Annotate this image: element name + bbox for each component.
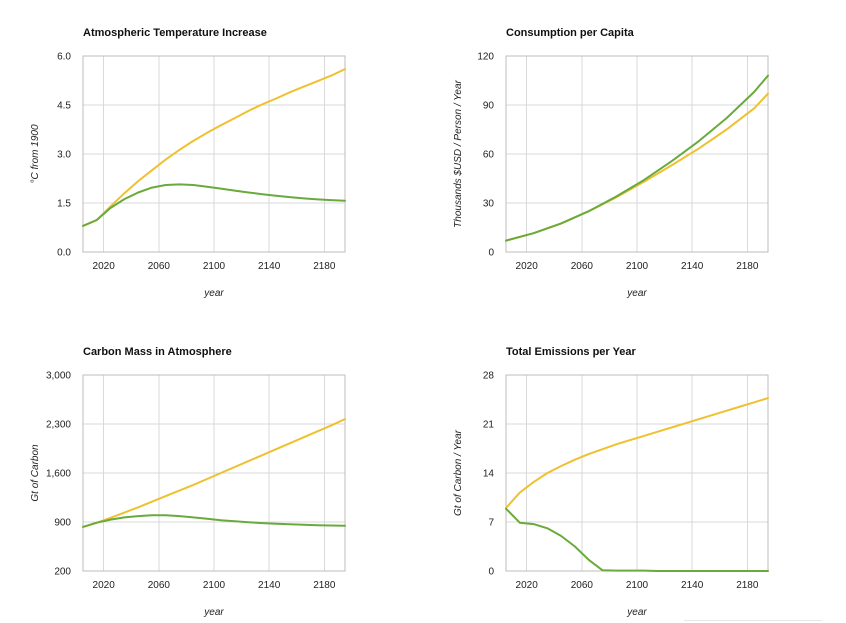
series-line-yellow <box>505 397 769 509</box>
x-tick-label: 2140 <box>681 261 704 272</box>
chart-svg: Carbon Mass in Atmosphere 2020 2060 2100 214… <box>30 346 346 618</box>
x-tick-label: 2140 <box>681 580 704 591</box>
y-tick-label: 200 <box>54 567 71 578</box>
x-tick-label: 2140 <box>258 580 281 591</box>
x-tick-label: 2100 <box>626 261 649 272</box>
x-axis-label: year <box>203 288 224 299</box>
x-tick-label: 2060 <box>148 580 171 591</box>
chart-carbon-mass: Carbon Mass in Atmosphere 2020 2060 2100 214… <box>0 312 423 623</box>
y-tick-label: 30 <box>483 199 495 210</box>
x-tick-label: 2020 <box>516 261 539 272</box>
y-tick-label: 1.5 <box>57 199 71 210</box>
y-tick-label: 0 <box>488 248 494 259</box>
y-tick-label: 21 <box>483 420 495 431</box>
x-tick-label: 2180 <box>736 261 759 272</box>
x-tick-label: 2180 <box>313 580 336 591</box>
x-tick-label: 2020 <box>93 261 116 272</box>
series-line-green <box>82 183 346 227</box>
x-tick-label: 2140 <box>258 261 281 272</box>
y-tick-label: 0 <box>488 567 494 578</box>
chart-svg: Atmospheric Temperature Increase 2020 2060… <box>30 27 346 299</box>
y-tick-label: 90 <box>483 101 495 112</box>
y-axis-label: Gt of Carbon / Year <box>453 429 464 516</box>
chart-title: Consumption per Capita <box>506 27 635 39</box>
chart-title: Atmospheric Temperature Increase <box>83 27 267 39</box>
series-line-green <box>505 74 769 242</box>
x-axis-label: year <box>203 607 224 618</box>
y-axis-label: °C from 1900 <box>30 124 41 183</box>
x-tick-label: 2180 <box>736 580 759 591</box>
chart-title: Carbon Mass in Atmosphere <box>83 346 232 358</box>
series-line-green <box>505 507 769 572</box>
y-axis-label: Thousands $USD / Person / Year <box>453 79 464 227</box>
x-tick-label: 2060 <box>148 261 171 272</box>
chart-title: Total Emissions per Year <box>506 346 637 358</box>
y-tick-label: 4.5 <box>57 101 71 112</box>
y-tick-label: 2,300 <box>46 420 71 431</box>
x-tick-label: 2060 <box>571 580 594 591</box>
y-tick-label: 3.0 <box>57 150 71 161</box>
plot-frame <box>505 55 769 253</box>
series-line-yellow <box>82 68 346 227</box>
y-tick-label: 60 <box>483 150 495 161</box>
x-tick-label: 2020 <box>93 580 116 591</box>
plot-frame <box>82 55 346 253</box>
y-tick-label: 3,000 <box>46 371 71 382</box>
x-tick-label: 2100 <box>203 261 226 272</box>
y-tick-label: 1,600 <box>46 469 71 480</box>
x-tick-label: 2180 <box>313 261 336 272</box>
chart-svg: Consumption per Capita 2020 2060 2100 2140 21… <box>453 27 769 299</box>
x-tick-label: 2020 <box>516 580 539 591</box>
x-tick-label: 2060 <box>571 261 594 272</box>
x-axis-label: year <box>626 288 647 299</box>
y-axis-label: Gt of Carbon <box>30 444 41 502</box>
chart-svg: Total Emissions per Year 2020 2060 2100 2140… <box>453 346 769 618</box>
y-tick-label: 7 <box>488 518 494 529</box>
y-tick-label: 0.0 <box>57 248 71 259</box>
series-line-yellow <box>82 418 346 528</box>
footer-divider <box>684 620 822 621</box>
x-axis-label: year <box>626 607 647 618</box>
x-tick-label: 2100 <box>626 580 649 591</box>
y-tick-label: 14 <box>483 469 495 480</box>
series-line-green <box>82 514 346 528</box>
chart-total-emissions: Total Emissions per Year 2020 2060 2100 2140… <box>423 312 846 623</box>
y-tick-label: 900 <box>54 518 71 529</box>
plot-frame <box>82 374 346 572</box>
y-tick-label: 28 <box>483 371 495 382</box>
chart-consumption-per-capita: Consumption per Capita 2020 2060 2100 2140 21… <box>423 0 846 312</box>
y-tick-label: 6.0 <box>57 52 71 63</box>
y-tick-label: 120 <box>477 52 494 63</box>
chart-atmospheric-temperature: Atmospheric Temperature Increase 2020 2060… <box>0 0 423 312</box>
x-tick-label: 2100 <box>203 580 226 591</box>
